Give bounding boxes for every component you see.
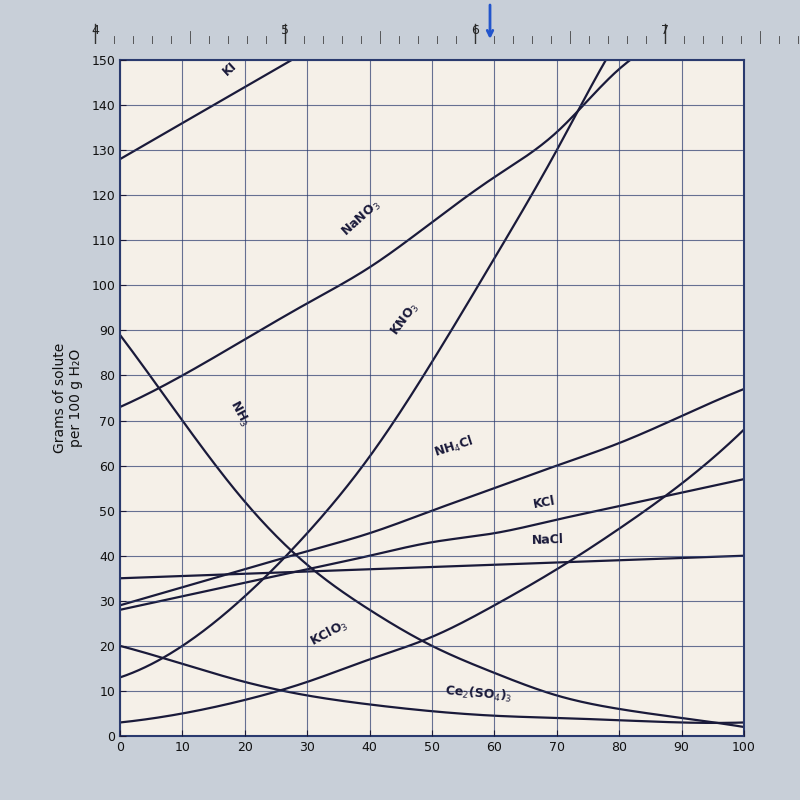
Text: KCl: KCl — [532, 494, 556, 510]
Text: NH$_3$: NH$_3$ — [226, 398, 252, 430]
Text: 4: 4 — [91, 24, 99, 38]
Text: NaCl: NaCl — [532, 533, 564, 546]
Text: KClO$_3$: KClO$_3$ — [307, 617, 350, 650]
Text: NH$_4$Cl: NH$_4$Cl — [432, 433, 476, 461]
Text: KI: KI — [220, 59, 239, 78]
Text: 5: 5 — [281, 24, 289, 38]
Text: NaNO$_3$: NaNO$_3$ — [338, 198, 383, 240]
Text: 7: 7 — [661, 24, 669, 38]
Text: 6: 6 — [471, 24, 479, 38]
Text: Ce$_2$(SO$_4$)$_3$: Ce$_2$(SO$_4$)$_3$ — [445, 682, 514, 705]
Text: KNO$_3$: KNO$_3$ — [388, 300, 423, 339]
Y-axis label: Grams of solute
per 100 g H₂O: Grams of solute per 100 g H₂O — [53, 343, 83, 453]
